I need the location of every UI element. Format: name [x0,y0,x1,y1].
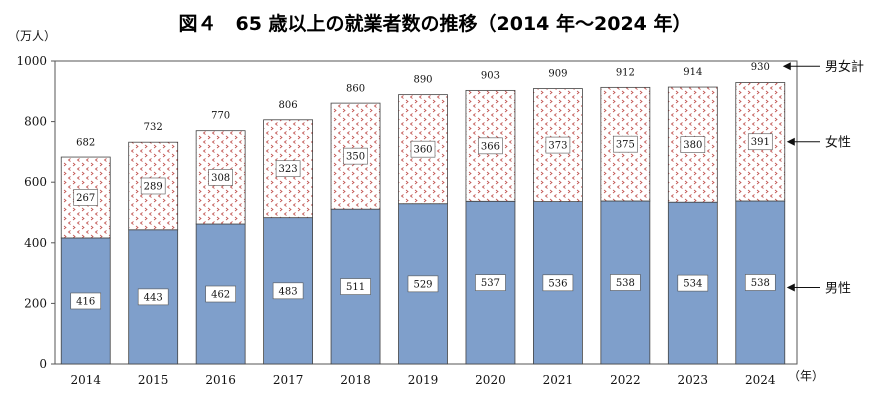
label-total: 682 [76,137,95,148]
label-male-box [137,288,169,306]
y-axis-unit: （万人） [8,29,56,43]
bar-female [128,141,179,231]
label-total: 890 [413,74,432,85]
bar-male [735,200,786,365]
label-male: 534 [683,279,702,290]
x-tick-label: 2024 [745,373,776,387]
label-female: 380 [683,140,702,151]
label-male: 536 [548,278,567,289]
label-total: 914 [683,67,702,78]
x-axis-unit: （年） [788,369,824,383]
label-male-box [70,292,102,310]
label-female: 366 [481,141,500,152]
y-tick-label: 1000 [16,54,47,68]
label-female-box [747,133,773,151]
y-tick-label: 200 [24,296,47,310]
label-female-box [208,169,233,186]
chart-title: 図４ 65 歳以上の就業者数の推移（2014 年～2024 年） [178,12,691,35]
x-tick-label: 2017 [273,373,304,387]
label-male: 538 [751,278,770,289]
label-female: 289 [144,181,163,192]
label-female-box [140,177,166,195]
label-male-box [475,274,506,291]
label-female-box [680,136,706,153]
label-total: 860 [346,83,365,94]
label-male-box [407,275,439,293]
label-female-box [613,135,638,153]
label-female-box [275,160,301,178]
label-female: 267 [76,193,95,204]
label-male-box [272,282,304,300]
y-tick-label: 0 [39,357,47,371]
label-female: 375 [616,140,635,151]
x-tick-label: 2019 [408,373,439,387]
y-tick-label: 600 [24,175,47,189]
x-tick-label: 2016 [205,373,236,387]
label-male-box [542,274,574,292]
label-male-box [744,274,776,291]
annotation-label: 男性 [825,281,851,296]
arrow-head-icon [782,62,791,71]
label-total: 732 [144,122,163,133]
label-male: 538 [616,278,635,289]
x-tick-label: 2020 [475,373,506,387]
label-total: 909 [548,69,567,80]
annotation-label: 男女計 [825,59,864,75]
x-tick-label: 2015 [138,373,169,387]
label-male: 416 [76,296,95,307]
label-total: 806 [279,100,298,111]
arrow-head-icon [786,283,795,292]
label-male: 511 [346,282,365,293]
bar-male [330,208,381,365]
label-male: 462 [211,290,230,301]
label-female-box [545,136,571,154]
label-female-box [410,140,436,158]
arrow-head-icon [786,137,795,146]
label-female-box [478,137,503,155]
label-male-box [205,285,236,303]
label-total: 912 [616,68,635,79]
label-total: 930 [751,62,770,73]
x-tick-label: 2021 [543,373,574,387]
label-female: 323 [279,164,298,175]
label-female: 360 [413,145,432,156]
label-female-box [73,189,99,206]
y-tick-label: 400 [24,236,47,250]
label-female-box [343,147,368,165]
label-total: 770 [211,111,230,122]
x-tick-label: 2023 [678,373,709,387]
label-female: 308 [211,173,230,184]
label-female: 350 [346,152,365,163]
label-male: 537 [481,278,500,289]
label-male: 529 [413,279,432,290]
x-tick-label: 2022 [610,373,641,387]
x-tick-label: 2014 [70,373,101,387]
label-male: 443 [144,292,163,303]
label-male: 483 [279,286,298,297]
y-tick-label: 800 [24,115,47,129]
label-female: 391 [751,137,770,148]
x-tick-label: 2018 [340,373,371,387]
label-male-box [610,274,641,291]
label-male-box [340,278,371,295]
annotation-label: 女性 [825,135,851,151]
label-total: 903 [481,70,500,81]
label-male-box [677,274,709,292]
label-female: 373 [548,141,567,152]
